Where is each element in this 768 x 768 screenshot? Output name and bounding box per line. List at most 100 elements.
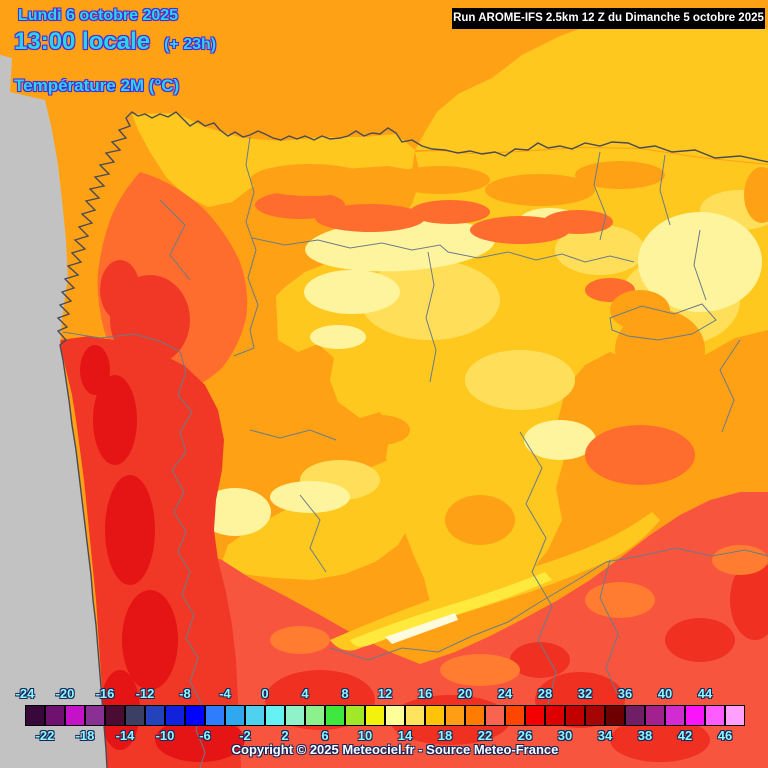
legend-cell xyxy=(685,705,705,726)
map-shape xyxy=(519,431,557,705)
map-shape xyxy=(315,204,425,232)
map-shape xyxy=(665,618,735,662)
variable-label: Température 2M (°C) xyxy=(14,76,180,95)
sierra-streak-gold xyxy=(330,512,660,651)
map-shape xyxy=(610,290,670,330)
legend-cell xyxy=(145,705,165,726)
legend-tick-top: 4 xyxy=(301,686,309,701)
legend-tick-top: 28 xyxy=(537,686,553,701)
legend-tick-top: -20 xyxy=(55,686,75,701)
legend-cell xyxy=(45,705,65,726)
legend-tick-bottom: 34 xyxy=(597,728,613,743)
gold-coastal-strip xyxy=(132,113,415,207)
legend-tick-bottom: 26 xyxy=(517,728,533,743)
map-shape xyxy=(465,350,575,410)
map-shape xyxy=(440,654,520,686)
legend-cell xyxy=(125,705,145,726)
map-shape xyxy=(105,475,155,585)
map-shape xyxy=(543,210,613,234)
galicia-red-core2 xyxy=(100,260,140,320)
legend-cell xyxy=(325,705,345,726)
legend-tick-bottom: 14 xyxy=(397,728,413,743)
legend-tick-top: 40 xyxy=(657,686,673,701)
legend-cell xyxy=(725,705,745,726)
legend-cell xyxy=(565,705,585,726)
east-warm-core xyxy=(585,425,695,485)
map-shape xyxy=(350,415,410,445)
map-shape xyxy=(122,590,178,690)
legend-cell xyxy=(245,705,265,726)
map-shape xyxy=(730,560,768,640)
legend-tick-bottom: 42 xyxy=(677,728,693,743)
map-shape xyxy=(485,174,595,206)
map-shape xyxy=(524,420,596,460)
legend-cell xyxy=(525,705,545,726)
map-shape xyxy=(555,225,645,275)
legend-tick-bottom: 18 xyxy=(437,728,453,743)
legend-tick-top: 0 xyxy=(261,686,269,701)
map-shape xyxy=(510,642,570,678)
legend-tick-bottom: 10 xyxy=(357,728,373,743)
legend-cell xyxy=(345,705,365,726)
map-shape xyxy=(299,494,327,573)
map-shape xyxy=(610,718,710,762)
map-shape xyxy=(93,375,137,465)
legend-cell xyxy=(25,705,45,726)
legend-tick-top: -8 xyxy=(179,686,191,701)
legend-cell xyxy=(85,705,105,726)
legend-cell xyxy=(385,705,405,726)
map-shape xyxy=(693,229,707,301)
legend-cell xyxy=(505,705,525,726)
legend-tick-bottom: 2 xyxy=(281,728,289,743)
sea-no-data xyxy=(0,55,107,768)
legend-cell xyxy=(105,705,125,726)
legend-cell xyxy=(365,705,385,726)
map-shape xyxy=(304,270,400,314)
map-shape xyxy=(159,199,191,281)
legend-cell xyxy=(705,705,725,726)
legend-cell xyxy=(205,705,225,726)
legend-tick-bottom: -14 xyxy=(115,728,135,743)
legend-tick-bottom: -10 xyxy=(155,728,175,743)
legend-tick-bottom: 38 xyxy=(637,728,653,743)
legend-cell xyxy=(605,705,625,726)
legend-tick-bottom: 22 xyxy=(477,728,493,743)
legend-tick-top: 16 xyxy=(417,686,433,701)
asturias-warm-patches xyxy=(255,191,635,302)
map-shape xyxy=(199,488,271,536)
map-shape xyxy=(329,547,768,661)
map-shape xyxy=(615,310,705,390)
legend-cell xyxy=(405,705,425,726)
forecast-offset-label: (+ 23h) xyxy=(164,36,217,53)
map-shape xyxy=(233,136,259,357)
legend-cell xyxy=(545,705,565,726)
legend-tick-bottom: -22 xyxy=(35,728,55,743)
admin-borders xyxy=(62,136,768,768)
time-label: 13:00 locale xyxy=(14,28,151,55)
legend-tick-top: 36 xyxy=(617,686,633,701)
map-shape xyxy=(251,237,635,263)
date-label: Lundi 6 octobre 2025 xyxy=(18,7,179,24)
legend-tick-top: 32 xyxy=(577,686,593,701)
legend-tick-top: 12 xyxy=(377,686,393,701)
map-shape xyxy=(585,582,655,618)
map-shape xyxy=(310,325,366,349)
map-shape xyxy=(638,212,762,312)
sierra-streak-white xyxy=(385,613,458,644)
legend-cell xyxy=(465,705,485,726)
legend-cell xyxy=(625,705,645,726)
legend-cell xyxy=(225,705,245,726)
map-shape xyxy=(659,154,671,226)
legend-cell xyxy=(185,705,205,726)
legend-cell xyxy=(265,705,285,726)
legend-cell xyxy=(645,705,665,726)
map-shape xyxy=(249,429,337,441)
sierra-streak-yellow xyxy=(350,572,552,647)
legend-cell xyxy=(285,705,305,726)
map-shape xyxy=(609,303,717,341)
legend-tick-top: 44 xyxy=(697,686,713,701)
legend-cell xyxy=(65,705,85,726)
